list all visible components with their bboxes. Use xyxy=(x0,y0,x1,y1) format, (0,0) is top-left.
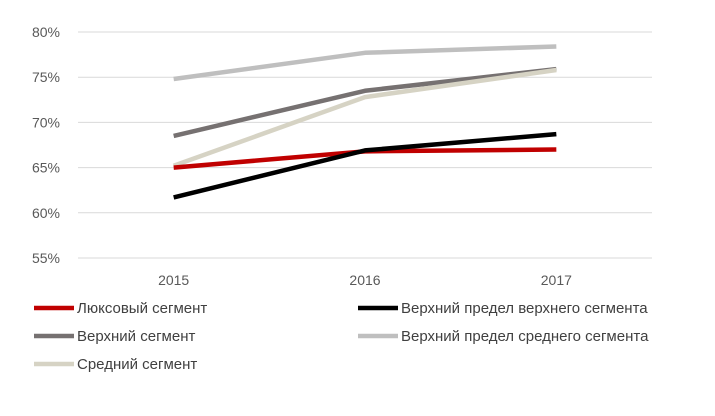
x-tick-label: 2016 xyxy=(349,272,380,288)
series-line xyxy=(173,66,557,139)
legend-label: Люксовый сегмент xyxy=(77,300,207,317)
series-line xyxy=(173,131,557,200)
series-lines xyxy=(172,44,557,200)
y-tick-label: 55% xyxy=(32,250,60,266)
legend-label: Средний сегмент xyxy=(77,356,197,373)
legend: Люксовый сегмент Верхний предел верхнего … xyxy=(34,300,649,373)
series-line xyxy=(172,67,557,168)
y-tick-label: 65% xyxy=(32,160,60,176)
series-line xyxy=(173,44,557,82)
gridlines xyxy=(78,31,652,259)
legend-label: Верхний предел среднего сегмента xyxy=(401,328,649,345)
legend-item: Средний сегмент xyxy=(34,356,197,373)
legend-item: Верхний предел среднего сегмента xyxy=(358,328,649,345)
x-tick-label: 2015 xyxy=(158,272,189,288)
legend-item: Верхний предел верхнего сегмента xyxy=(358,300,648,317)
x-tick-label: 2017 xyxy=(541,272,572,288)
legend-label: Верхний сегмент xyxy=(77,328,195,345)
y-tick-label: 70% xyxy=(32,114,60,130)
legend-item: Люксовый сегмент xyxy=(34,300,207,317)
y-tick-label: 80% xyxy=(32,24,60,40)
legend-item: Верхний сегмент xyxy=(34,328,195,345)
y-axis-ticks: 55% 60% 65% 70% 75% 80% xyxy=(32,24,60,266)
x-axis-ticks: 2015 2016 2017 xyxy=(158,272,572,288)
y-tick-label: 60% xyxy=(32,205,60,221)
y-tick-label: 75% xyxy=(32,69,60,85)
legend-label: Верхний предел верхнего сегмента xyxy=(401,300,648,317)
